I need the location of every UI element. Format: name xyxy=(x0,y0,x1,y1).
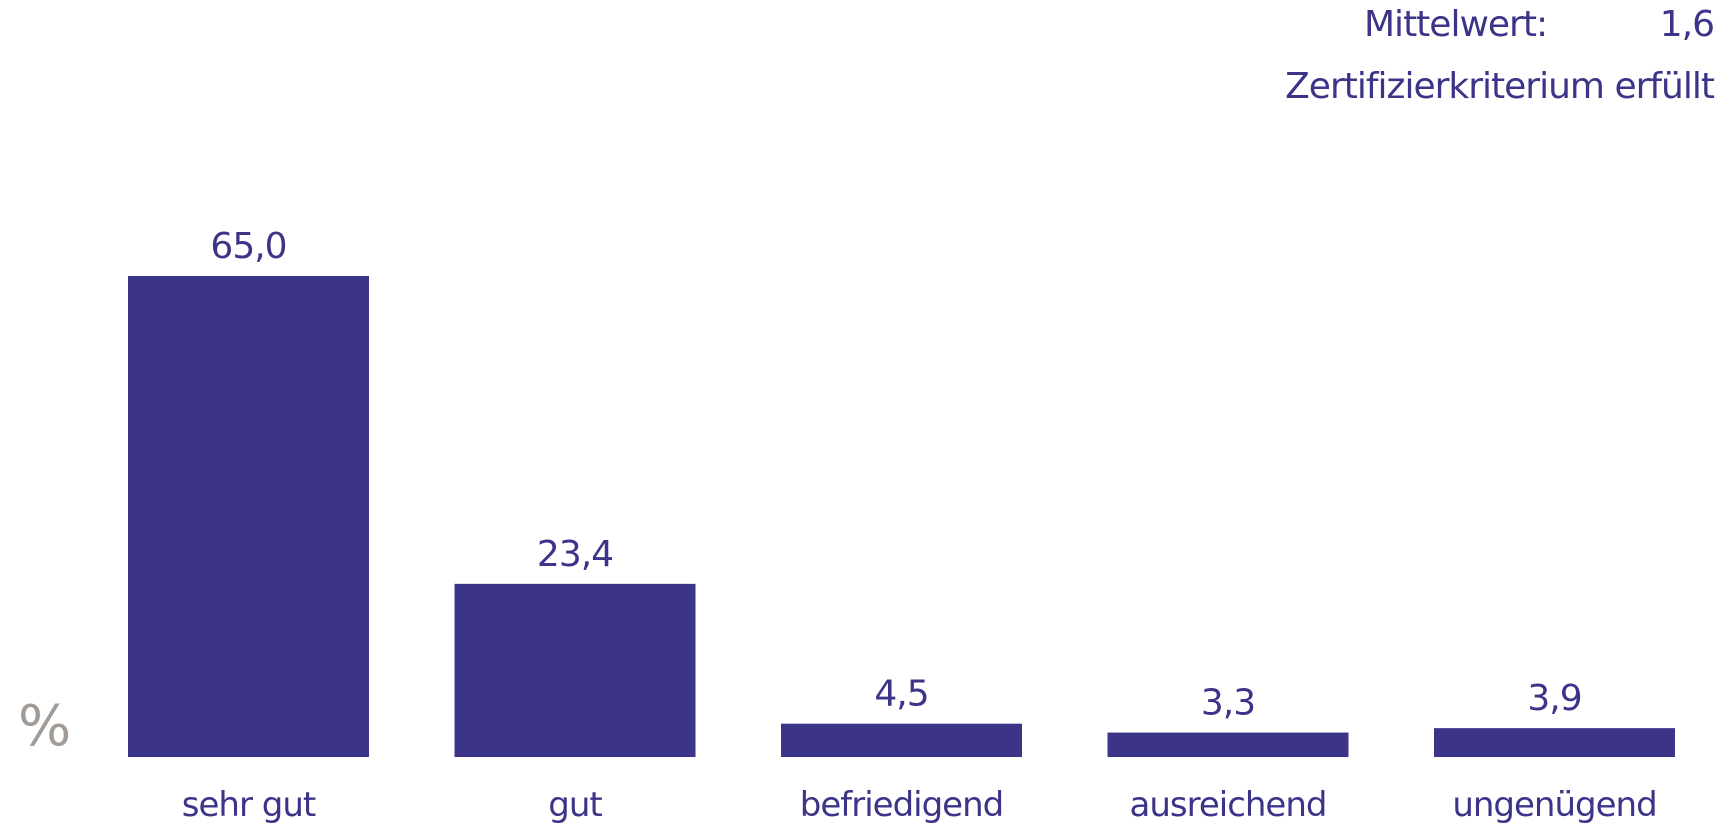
bar-ausreichend xyxy=(1107,732,1349,757)
value-label: 65,0 xyxy=(210,226,286,267)
category-label: befriedigend xyxy=(800,785,1003,825)
value-label: 23,4 xyxy=(537,534,613,575)
value-label: 4,5 xyxy=(874,674,928,715)
value-label: 3,9 xyxy=(1527,678,1581,719)
category-label: ausreichend xyxy=(1130,785,1327,825)
bar-sehr-gut xyxy=(128,276,369,757)
criterion-status: Zertifizierkriterium erfüllt xyxy=(1285,66,1715,107)
mean-label: Mittelwert: xyxy=(1364,4,1548,45)
category-label: gut xyxy=(548,785,602,825)
summary-panel: Mittelwert: 1,6 Zertifizierkriterium erf… xyxy=(1194,0,1715,107)
bar-gut xyxy=(454,583,696,757)
value-label: 3,3 xyxy=(1201,683,1255,724)
bar-ungenügend xyxy=(1434,728,1675,757)
bar-befriedigend xyxy=(781,723,1022,757)
mean-row: Mittelwert: 1,6 xyxy=(1194,0,1715,54)
category-label: ungenügend xyxy=(1452,785,1656,825)
mean-value: 1,6 xyxy=(1659,4,1715,45)
category-label: sehr gut xyxy=(182,785,316,825)
unit-label: % xyxy=(18,694,72,759)
